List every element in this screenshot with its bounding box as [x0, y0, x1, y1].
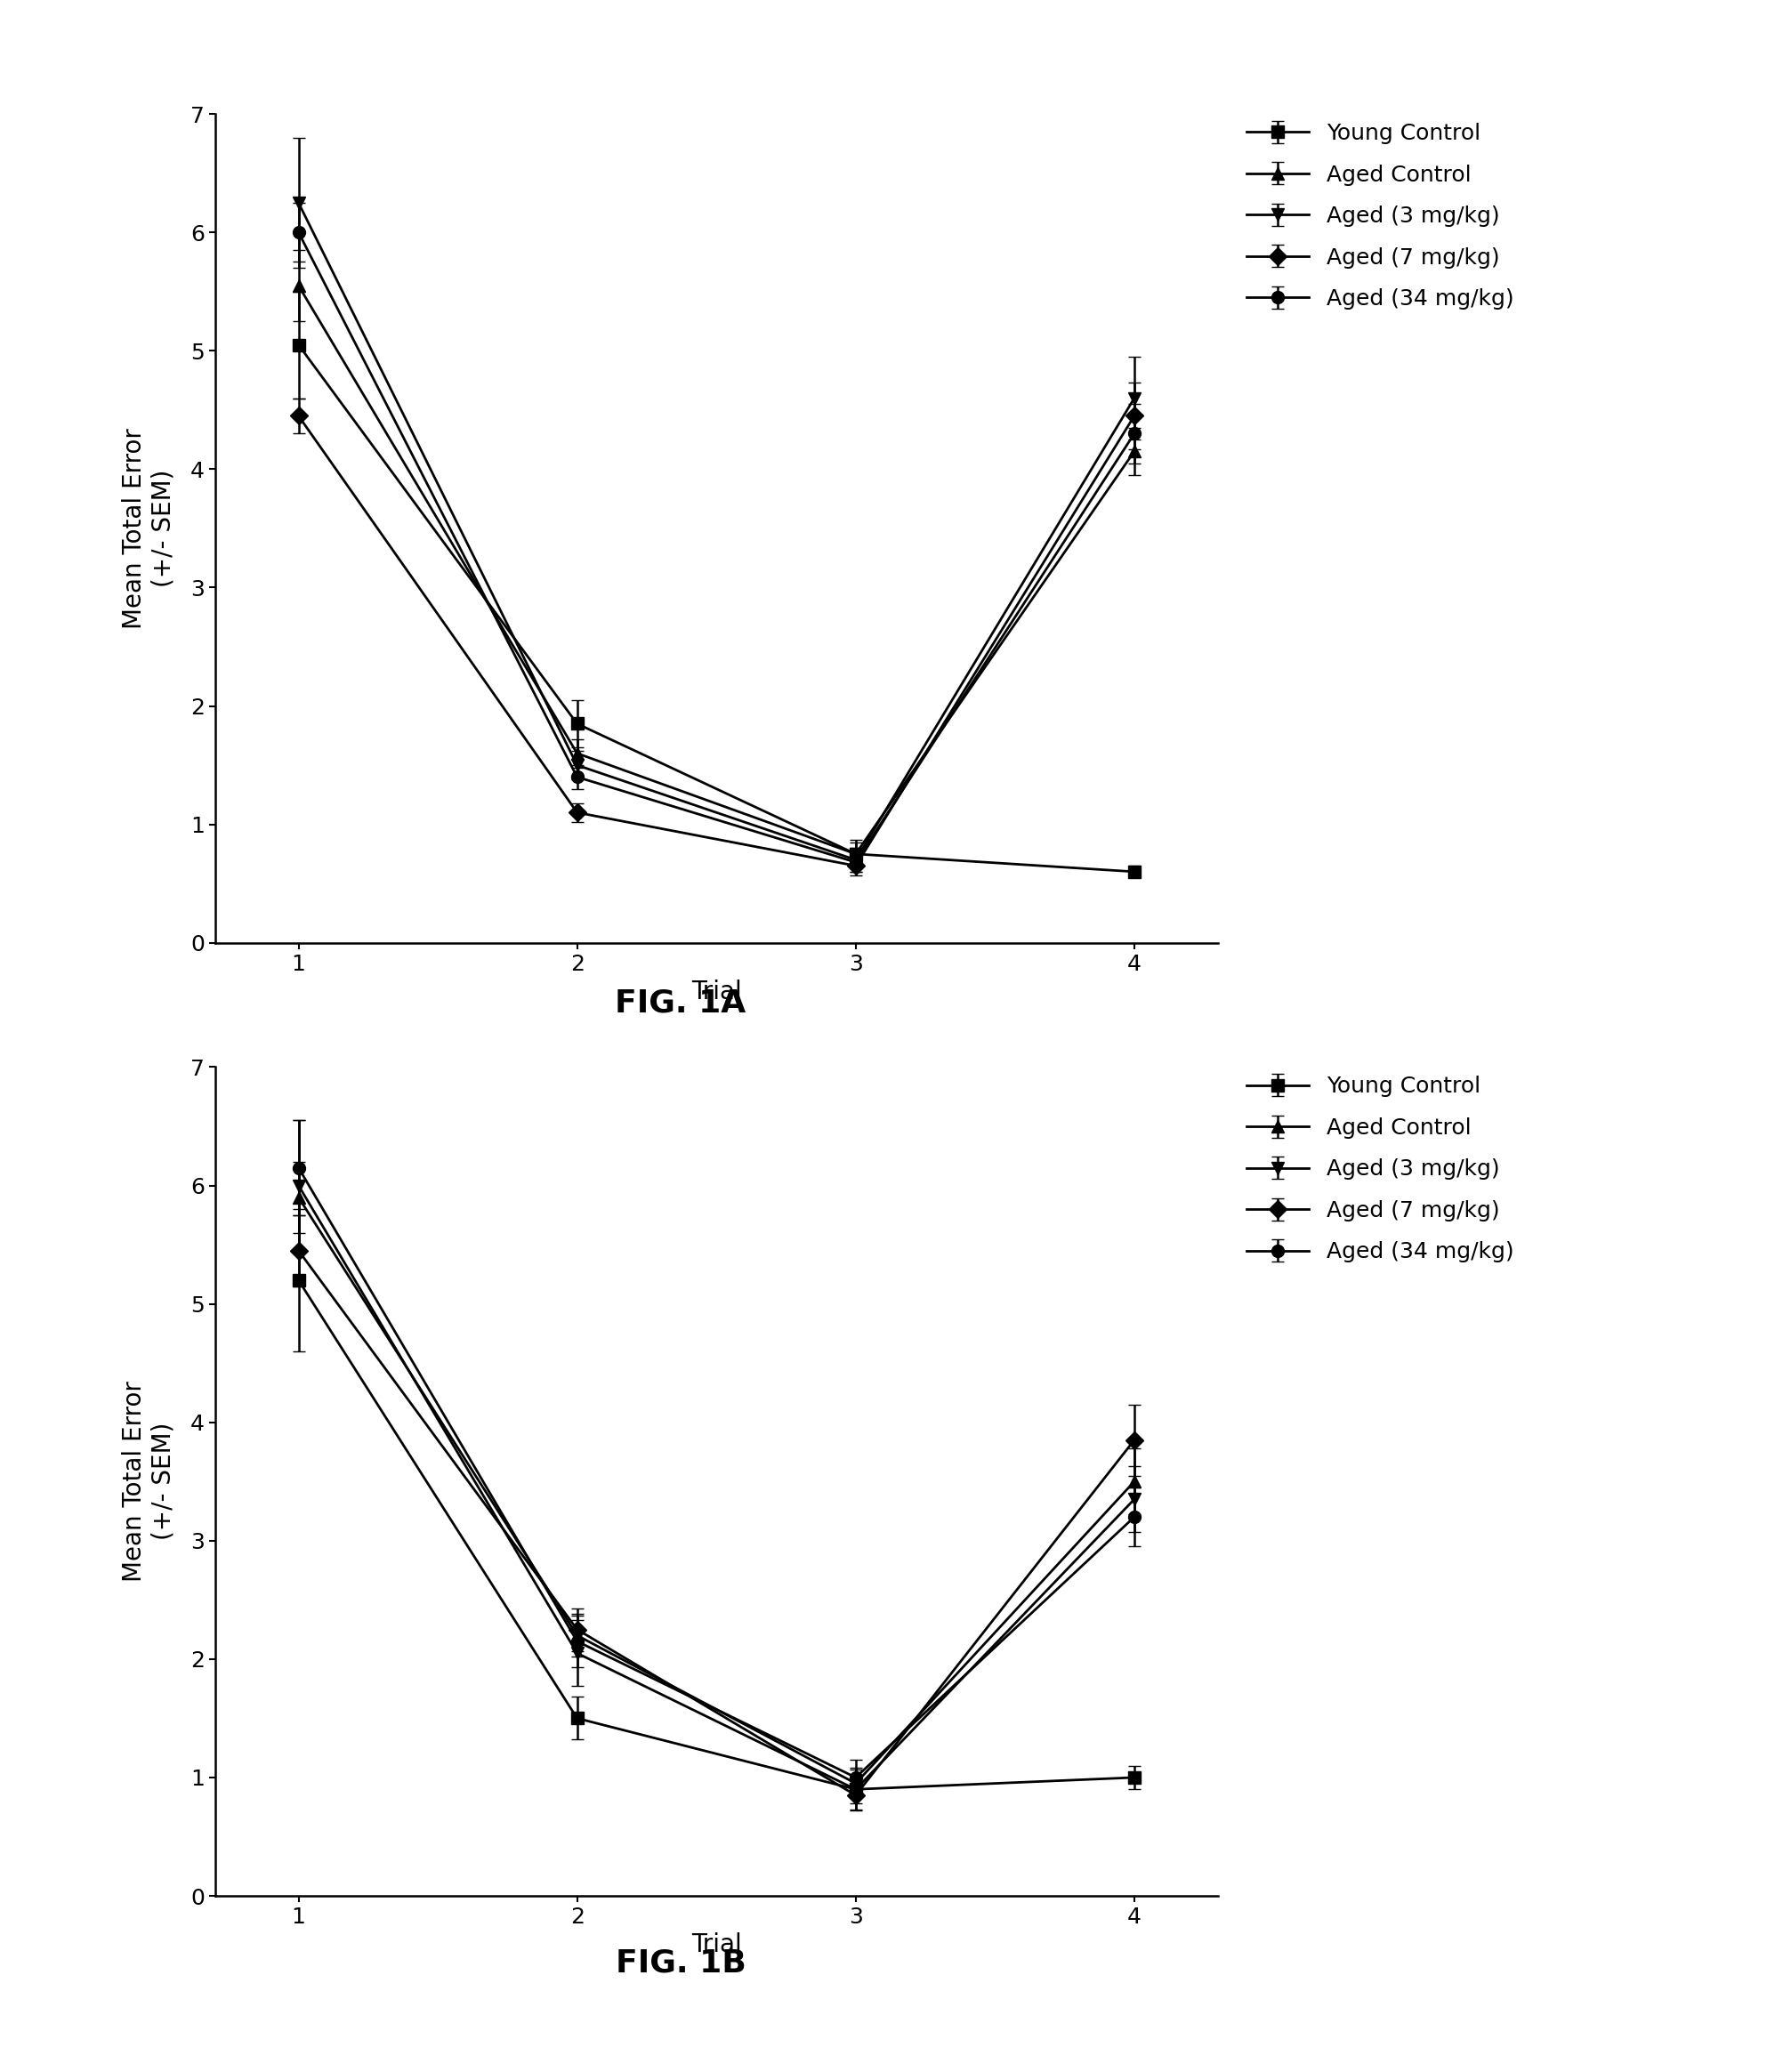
Legend: Young Control, Aged Control, Aged (3 mg/kg), Aged (7 mg/kg), Aged (34 mg/kg): Young Control, Aged Control, Aged (3 mg/…: [1238, 114, 1522, 319]
X-axis label: Trial: Trial: [691, 980, 741, 1005]
Legend: Young Control, Aged Control, Aged (3 mg/kg), Aged (7 mg/kg), Aged (34 mg/kg): Young Control, Aged Control, Aged (3 mg/…: [1238, 1067, 1522, 1272]
Y-axis label: Mean Total Error
(+/- SEM): Mean Total Error (+/- SEM): [122, 429, 176, 628]
Text: FIG. 1A: FIG. 1A: [614, 988, 747, 1019]
Y-axis label: Mean Total Error
(+/- SEM): Mean Total Error (+/- SEM): [122, 1382, 176, 1581]
X-axis label: Trial: Trial: [691, 1933, 741, 1958]
Text: FIG. 1B: FIG. 1B: [616, 1948, 745, 1979]
